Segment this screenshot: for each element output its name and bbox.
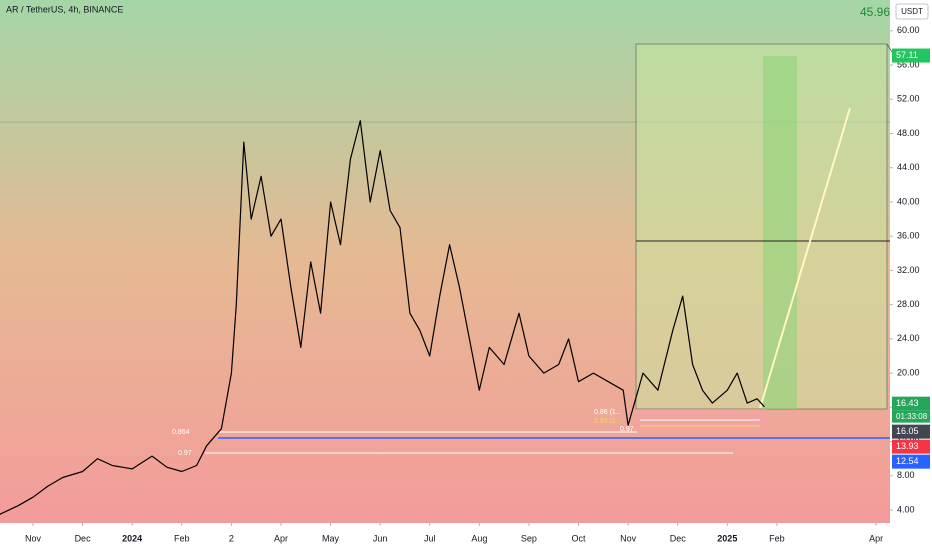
time-axis-background [0, 523, 890, 550]
price-tag [892, 439, 930, 454]
highlight-zone [763, 56, 797, 409]
y-tick-label: 60.00 [897, 25, 920, 35]
x-tick-label: Sep [521, 533, 537, 543]
price-tag-label: 16.43 [896, 398, 919, 408]
y-tick-label: 56.00 [897, 59, 920, 69]
y-tick-label: 8.00 [897, 470, 915, 480]
y-tick-label: 36.00 [897, 231, 920, 241]
y-tick-label: 24.00 [897, 333, 920, 343]
x-tick-label: 2 [229, 533, 234, 543]
fib-label: 0.93 (1... [594, 418, 622, 425]
y-tick-label: 52.00 [897, 94, 920, 104]
y-tick-label: 40.00 [897, 196, 920, 206]
y-tick-label: 20.00 [897, 367, 920, 377]
countdown-box [892, 410, 930, 423]
x-tick-label: Nov [620, 533, 637, 543]
price-tag-label: 57.11 [896, 50, 918, 60]
x-tick-label: Apr [869, 533, 883, 543]
x-tick-label: 2024 [122, 533, 142, 543]
target-zone [635, 43, 888, 410]
y-tick-label: 4.00 [897, 504, 915, 514]
chart-title: AR / TetherUS, 4h, BINANCE [6, 4, 123, 14]
price-tag-label: 13.93 [896, 441, 919, 451]
x-tick-label: May [322, 533, 340, 543]
currency-box[interactable] [895, 3, 929, 20]
projection-line [759, 107, 851, 409]
y-tick-label: 48.00 [897, 128, 920, 138]
price-line [0, 120, 765, 515]
currency: USDT [901, 7, 923, 16]
countdown: 01:33:08 [896, 412, 928, 421]
x-tick-label: Jul [424, 533, 436, 543]
fib-label: 0.86 (1... [594, 409, 622, 416]
x-tick-label: 2025 [717, 533, 737, 543]
zone-corner [886, 43, 893, 53]
price-tag [892, 396, 930, 411]
y-tick-label: 44.00 [897, 162, 920, 172]
x-tick-label: Jun [373, 533, 388, 543]
x-tick-label: Feb [174, 533, 190, 543]
x-tick-label: Nov [25, 533, 42, 543]
x-tick-label: Dec [670, 533, 687, 543]
price-tag [892, 454, 930, 469]
x-tick-label: Apr [274, 533, 288, 543]
x-tick-label: Dec [75, 533, 92, 543]
price-display: 45.96 [860, 5, 890, 19]
y-tick-label: 32.00 [897, 265, 920, 275]
x-tick-label: Oct [572, 533, 587, 543]
price-tag [892, 48, 930, 63]
price-tag [892, 424, 930, 439]
x-tick-label: Aug [471, 533, 487, 543]
fib-label: 0.97 [178, 450, 192, 457]
fib-label: 0.864 [172, 429, 190, 436]
price-tag-label: 12.54 [896, 456, 919, 466]
x-tick-label: Feb [769, 533, 785, 543]
price-tag-label: 16.05 [896, 426, 919, 436]
fib-label: 0.97 [620, 426, 634, 433]
y-tick-label: 28.00 [897, 299, 920, 309]
